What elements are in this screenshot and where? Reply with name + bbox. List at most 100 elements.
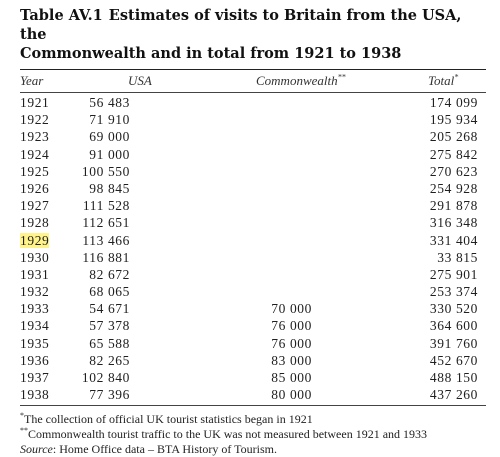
cell-total: 488 150 bbox=[429, 370, 478, 385]
cell-commonwealth bbox=[190, 180, 328, 197]
cell-total: 331 404 bbox=[429, 232, 478, 248]
cell-usa: 77 396 bbox=[89, 387, 130, 403]
cell-usa: 91 000 bbox=[89, 146, 130, 162]
cell-year-text: 1937 bbox=[20, 370, 50, 385]
cell-usa: 65 588 bbox=[89, 335, 130, 351]
footnote-2-mark: ** bbox=[20, 426, 28, 436]
footnote-1: *The collection of official UK tourist s… bbox=[20, 412, 486, 427]
cell-year-text: 1936 bbox=[20, 352, 50, 368]
cell-total: 195 934 bbox=[429, 112, 478, 128]
header-year: Year bbox=[20, 73, 44, 88]
top-rule bbox=[20, 69, 486, 70]
table-row: 1926 98 845 254 928 bbox=[20, 180, 486, 197]
footnote-1-text: The collection of official UK tourist st… bbox=[24, 412, 313, 427]
cell-total: 254 928 bbox=[429, 180, 478, 196]
header-total-label: Total bbox=[428, 73, 455, 88]
table-row: 1934 57 378 76 000 364 600 bbox=[20, 317, 486, 334]
cell-year-text: 1938 bbox=[20, 387, 50, 403]
table-row: 1937 102 840 85 000 488 150 bbox=[20, 369, 486, 386]
cell-commonwealth bbox=[190, 283, 328, 300]
cell-usa: 71 910 bbox=[89, 112, 130, 128]
cell-commonwealth bbox=[190, 94, 328, 111]
header-rule bbox=[20, 92, 486, 93]
cell-usa: 56 483 bbox=[89, 95, 130, 110]
table-container: Table AV.1 Estimates of visits to Britain… bbox=[20, 6, 486, 457]
cell-usa: 69 000 bbox=[89, 129, 130, 145]
table-row: 1936 82 265 83 000 452 670 bbox=[20, 352, 486, 369]
table-row: 1927 111 528 291 878 bbox=[20, 197, 486, 214]
header-total: Total* bbox=[380, 71, 476, 91]
cell-commonwealth bbox=[190, 214, 328, 231]
header-total-mark: * bbox=[454, 72, 459, 82]
cell-total: 452 670 bbox=[429, 352, 478, 368]
cell-total: 275 842 bbox=[429, 146, 478, 162]
cell-year-text: 1926 bbox=[20, 180, 50, 196]
cell-total: 253 374 bbox=[429, 284, 478, 300]
cell-total: 316 348 bbox=[429, 215, 478, 231]
cell-commonwealth: 76 000 bbox=[271, 318, 312, 334]
cell-year-text: 1928 bbox=[20, 215, 50, 231]
table-row: 1935 65 588 76 000 391 760 bbox=[20, 335, 486, 352]
cell-usa: 54 671 bbox=[89, 301, 130, 317]
table-row: 1930 116 881 33 815 bbox=[20, 249, 486, 266]
cell-total: 205 268 bbox=[429, 129, 478, 145]
cell-year-text: 1935 bbox=[20, 335, 50, 351]
cell-year-text: 1923 bbox=[20, 129, 50, 145]
cell-total: 437 260 bbox=[429, 387, 478, 403]
table-row: 1933 54 671 70 000 330 520 bbox=[20, 300, 486, 317]
cell-usa: 113 466 bbox=[82, 232, 130, 248]
cell-commonwealth bbox=[190, 232, 328, 249]
cell-usa: 68 065 bbox=[89, 284, 130, 300]
cell-year-text: 1922 bbox=[20, 112, 50, 128]
table-row: 1923 69 000 205 268 bbox=[20, 128, 486, 145]
cell-commonwealth bbox=[190, 249, 328, 266]
table-row: 1925 100 550 270 623 bbox=[20, 163, 486, 180]
cell-commonwealth bbox=[190, 146, 328, 163]
header-usa: USA bbox=[128, 73, 152, 88]
cell-year-text: 1932 bbox=[20, 284, 50, 300]
cell-usa: 57 378 bbox=[89, 318, 130, 334]
cell-year-text: 1925 bbox=[20, 163, 50, 179]
cell-commonwealth bbox=[190, 197, 328, 214]
cell-year-text: 1927 bbox=[20, 198, 50, 214]
cell-total: 275 901 bbox=[429, 266, 478, 282]
cell-commonwealth: 70 000 bbox=[271, 301, 312, 317]
cell-year-text: 1929 bbox=[20, 232, 50, 248]
footnote-2-text: Commonwealth tourist traffic to the UK w… bbox=[28, 427, 428, 442]
header-commonwealth: Commonwealth** bbox=[220, 71, 380, 91]
cell-usa: 116 881 bbox=[82, 249, 130, 265]
source-label: Source bbox=[20, 442, 53, 457]
cell-commonwealth bbox=[190, 163, 328, 180]
cell-total: 291 878 bbox=[429, 198, 478, 214]
table-row: 1938 77 396 80 000 437 260 bbox=[20, 386, 486, 403]
table-row: 1932 68 065 253 374 bbox=[20, 283, 486, 300]
cell-total: 270 623 bbox=[429, 163, 478, 179]
cell-commonwealth: 85 000 bbox=[271, 370, 312, 385]
table-row: 1931 82 672 275 901 bbox=[20, 266, 486, 283]
table-row: 1929 113 466 331 404 bbox=[20, 232, 486, 249]
cell-commonwealth bbox=[190, 128, 328, 145]
cell-total: 174 099 bbox=[429, 95, 478, 110]
table-title: Table AV.1 Estimates of visits to Britain… bbox=[20, 6, 486, 63]
cell-usa: 111 528 bbox=[82, 198, 130, 214]
cell-commonwealth: 76 000 bbox=[271, 335, 312, 351]
cell-commonwealth: 83 000 bbox=[271, 352, 312, 368]
cell-year-text: 1921 bbox=[20, 95, 50, 110]
table-row: 1921 56 483 174 099 bbox=[20, 94, 486, 111]
cell-usa: 82 265 bbox=[89, 352, 130, 368]
cell-usa: 102 840 bbox=[81, 370, 130, 385]
table-row: 1922 71 910 195 934 bbox=[20, 111, 486, 128]
table-title-line1: Estimates of visits to Britain from the … bbox=[20, 7, 462, 43]
cell-year-text: 1931 bbox=[20, 266, 50, 282]
cell-year-text: 1934 bbox=[20, 318, 50, 334]
cell-usa: 82 672 bbox=[89, 266, 130, 282]
bottom-rule bbox=[20, 405, 486, 407]
cell-year-text: 1930 bbox=[20, 249, 50, 265]
cell-total: 391 760 bbox=[429, 335, 478, 351]
cell-total: 33 815 bbox=[437, 249, 478, 265]
cell-total: 364 600 bbox=[429, 318, 478, 334]
cell-commonwealth bbox=[190, 266, 328, 283]
header-commonwealth-mark: ** bbox=[337, 72, 346, 82]
table-row: 1928 112 651 316 348 bbox=[20, 214, 486, 231]
source-text: : Home Office data – BTA History of Tour… bbox=[52, 442, 277, 457]
